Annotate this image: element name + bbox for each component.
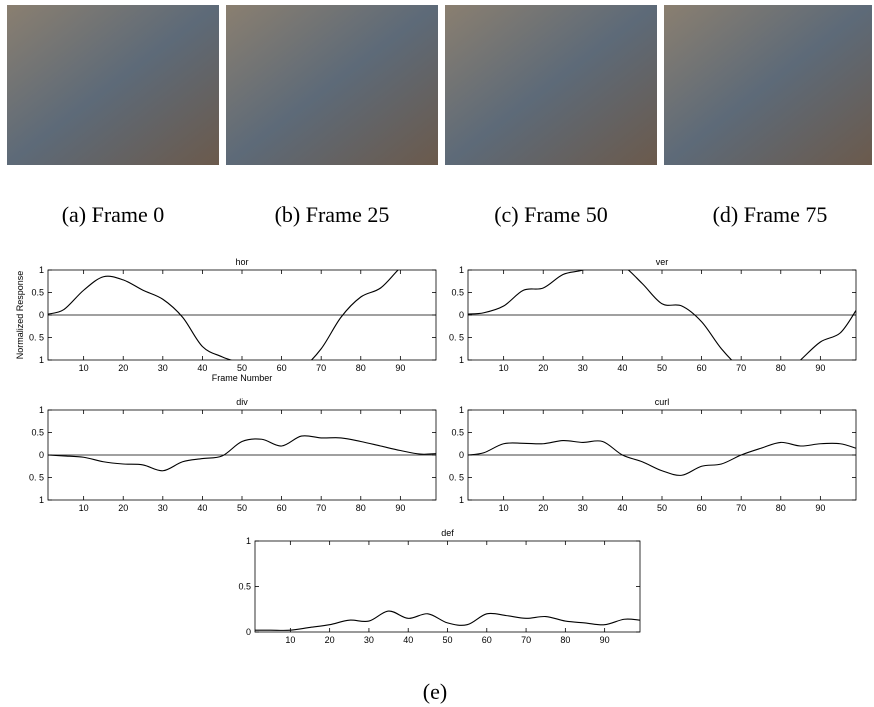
x-tick-label: 20 xyxy=(538,503,548,513)
x-tick-label: 50 xyxy=(442,635,452,645)
x-tick-label: 60 xyxy=(697,363,707,373)
y-tick-label: 1 xyxy=(39,355,44,365)
x-tick-label: 30 xyxy=(578,503,588,513)
y-tick-label: 0.5 xyxy=(451,288,464,298)
x-tick-label: 70 xyxy=(316,363,326,373)
x-tick-label: 40 xyxy=(197,503,207,513)
y-tick-label: 0. 5 xyxy=(29,333,44,343)
photo xyxy=(226,5,438,165)
x-tick-label: 40 xyxy=(403,635,413,645)
x-tick-label: 50 xyxy=(657,363,667,373)
y-tick-label: 0 xyxy=(459,310,464,320)
caption: (b) Frame 25 xyxy=(275,202,390,227)
y-tick-label: 0.5 xyxy=(238,582,251,592)
data-line xyxy=(468,441,856,476)
y-tick-label: 0. 5 xyxy=(449,473,464,483)
y-tick-label: 1 xyxy=(459,405,464,415)
x-tick-label: 20 xyxy=(118,503,128,513)
y-tick-label: 0 xyxy=(39,310,44,320)
y-tick-label: 1 xyxy=(459,495,464,505)
x-tick-label: 30 xyxy=(364,635,374,645)
caption: (d) Frame 75 xyxy=(713,202,828,227)
x-tick-label: 70 xyxy=(521,635,531,645)
x-tick-label: 10 xyxy=(499,363,509,373)
x-tick-label: 90 xyxy=(815,503,825,513)
data-line xyxy=(255,611,640,630)
y-tick-label: 0.5 xyxy=(31,428,44,438)
x-tick-label: 50 xyxy=(657,503,667,513)
chart-title: curl xyxy=(655,397,670,407)
caption: (e) xyxy=(423,679,447,704)
photo xyxy=(445,5,657,165)
x-tick-label: 30 xyxy=(158,503,168,513)
y-tick-label: 0. 5 xyxy=(29,473,44,483)
y-tick-label: 1 xyxy=(39,495,44,505)
x-tick-label: 40 xyxy=(617,503,627,513)
chart-title: ver xyxy=(656,257,669,267)
x-tick-label: 10 xyxy=(499,503,509,513)
x-tick-label: 70 xyxy=(736,503,746,513)
x-tick-label: 90 xyxy=(395,503,405,513)
x-tick-label: 30 xyxy=(158,363,168,373)
x-tick-label: 40 xyxy=(617,363,627,373)
x-tick-label: 80 xyxy=(356,503,366,513)
x-tick-label: 80 xyxy=(356,363,366,373)
y-axis-label: Normalized Response xyxy=(15,271,25,360)
x-tick-label: 20 xyxy=(118,363,128,373)
x-tick-label: 80 xyxy=(776,363,786,373)
y-tick-label: 0 xyxy=(39,450,44,460)
x-tick-label: 20 xyxy=(538,363,548,373)
photo xyxy=(664,5,872,165)
y-tick-label: 0 xyxy=(246,627,251,637)
x-tick-label: 60 xyxy=(277,363,287,373)
x-tick-label: 50 xyxy=(237,503,247,513)
x-tick-label: 40 xyxy=(197,363,207,373)
x-tick-label: 30 xyxy=(578,363,588,373)
x-tick-label: 10 xyxy=(285,635,295,645)
figure: (a) Frame 0 (b) Frame 25 (c) Frame 50 (d… xyxy=(0,0,874,707)
chart-title: def xyxy=(441,528,454,538)
y-tick-label: 1 xyxy=(459,355,464,365)
y-tick-label: 1 xyxy=(39,405,44,415)
y-tick-label: 1 xyxy=(246,536,251,546)
x-tick-label: 70 xyxy=(736,363,746,373)
x-tick-label: 10 xyxy=(79,363,89,373)
y-tick-label: 0.5 xyxy=(31,288,44,298)
x-tick-label: 50 xyxy=(237,363,247,373)
photo xyxy=(7,5,219,165)
data-line xyxy=(48,436,436,471)
x-tick-label: 60 xyxy=(697,503,707,513)
x-tick-label: 90 xyxy=(600,635,610,645)
chart-title: hor xyxy=(235,257,248,267)
y-tick-label: 1 xyxy=(459,265,464,275)
x-tick-label: 80 xyxy=(776,503,786,513)
x-tick-label: 90 xyxy=(815,363,825,373)
y-tick-label: 1 xyxy=(39,265,44,275)
y-tick-label: 0. 5 xyxy=(449,333,464,343)
x-tick-label: 10 xyxy=(79,503,89,513)
x-axis-label: Frame Number xyxy=(212,373,273,383)
plot-frame xyxy=(255,541,640,632)
x-tick-label: 90 xyxy=(395,363,405,373)
y-tick-label: 0.5 xyxy=(451,428,464,438)
chart-title: div xyxy=(236,397,248,407)
x-tick-label: 80 xyxy=(560,635,570,645)
caption: (c) Frame 50 xyxy=(494,202,608,227)
y-tick-label: 0 xyxy=(459,450,464,460)
caption: (a) Frame 0 xyxy=(62,202,165,227)
x-tick-label: 70 xyxy=(316,503,326,513)
x-tick-label: 60 xyxy=(482,635,492,645)
x-tick-label: 60 xyxy=(277,503,287,513)
x-tick-label: 20 xyxy=(325,635,335,645)
